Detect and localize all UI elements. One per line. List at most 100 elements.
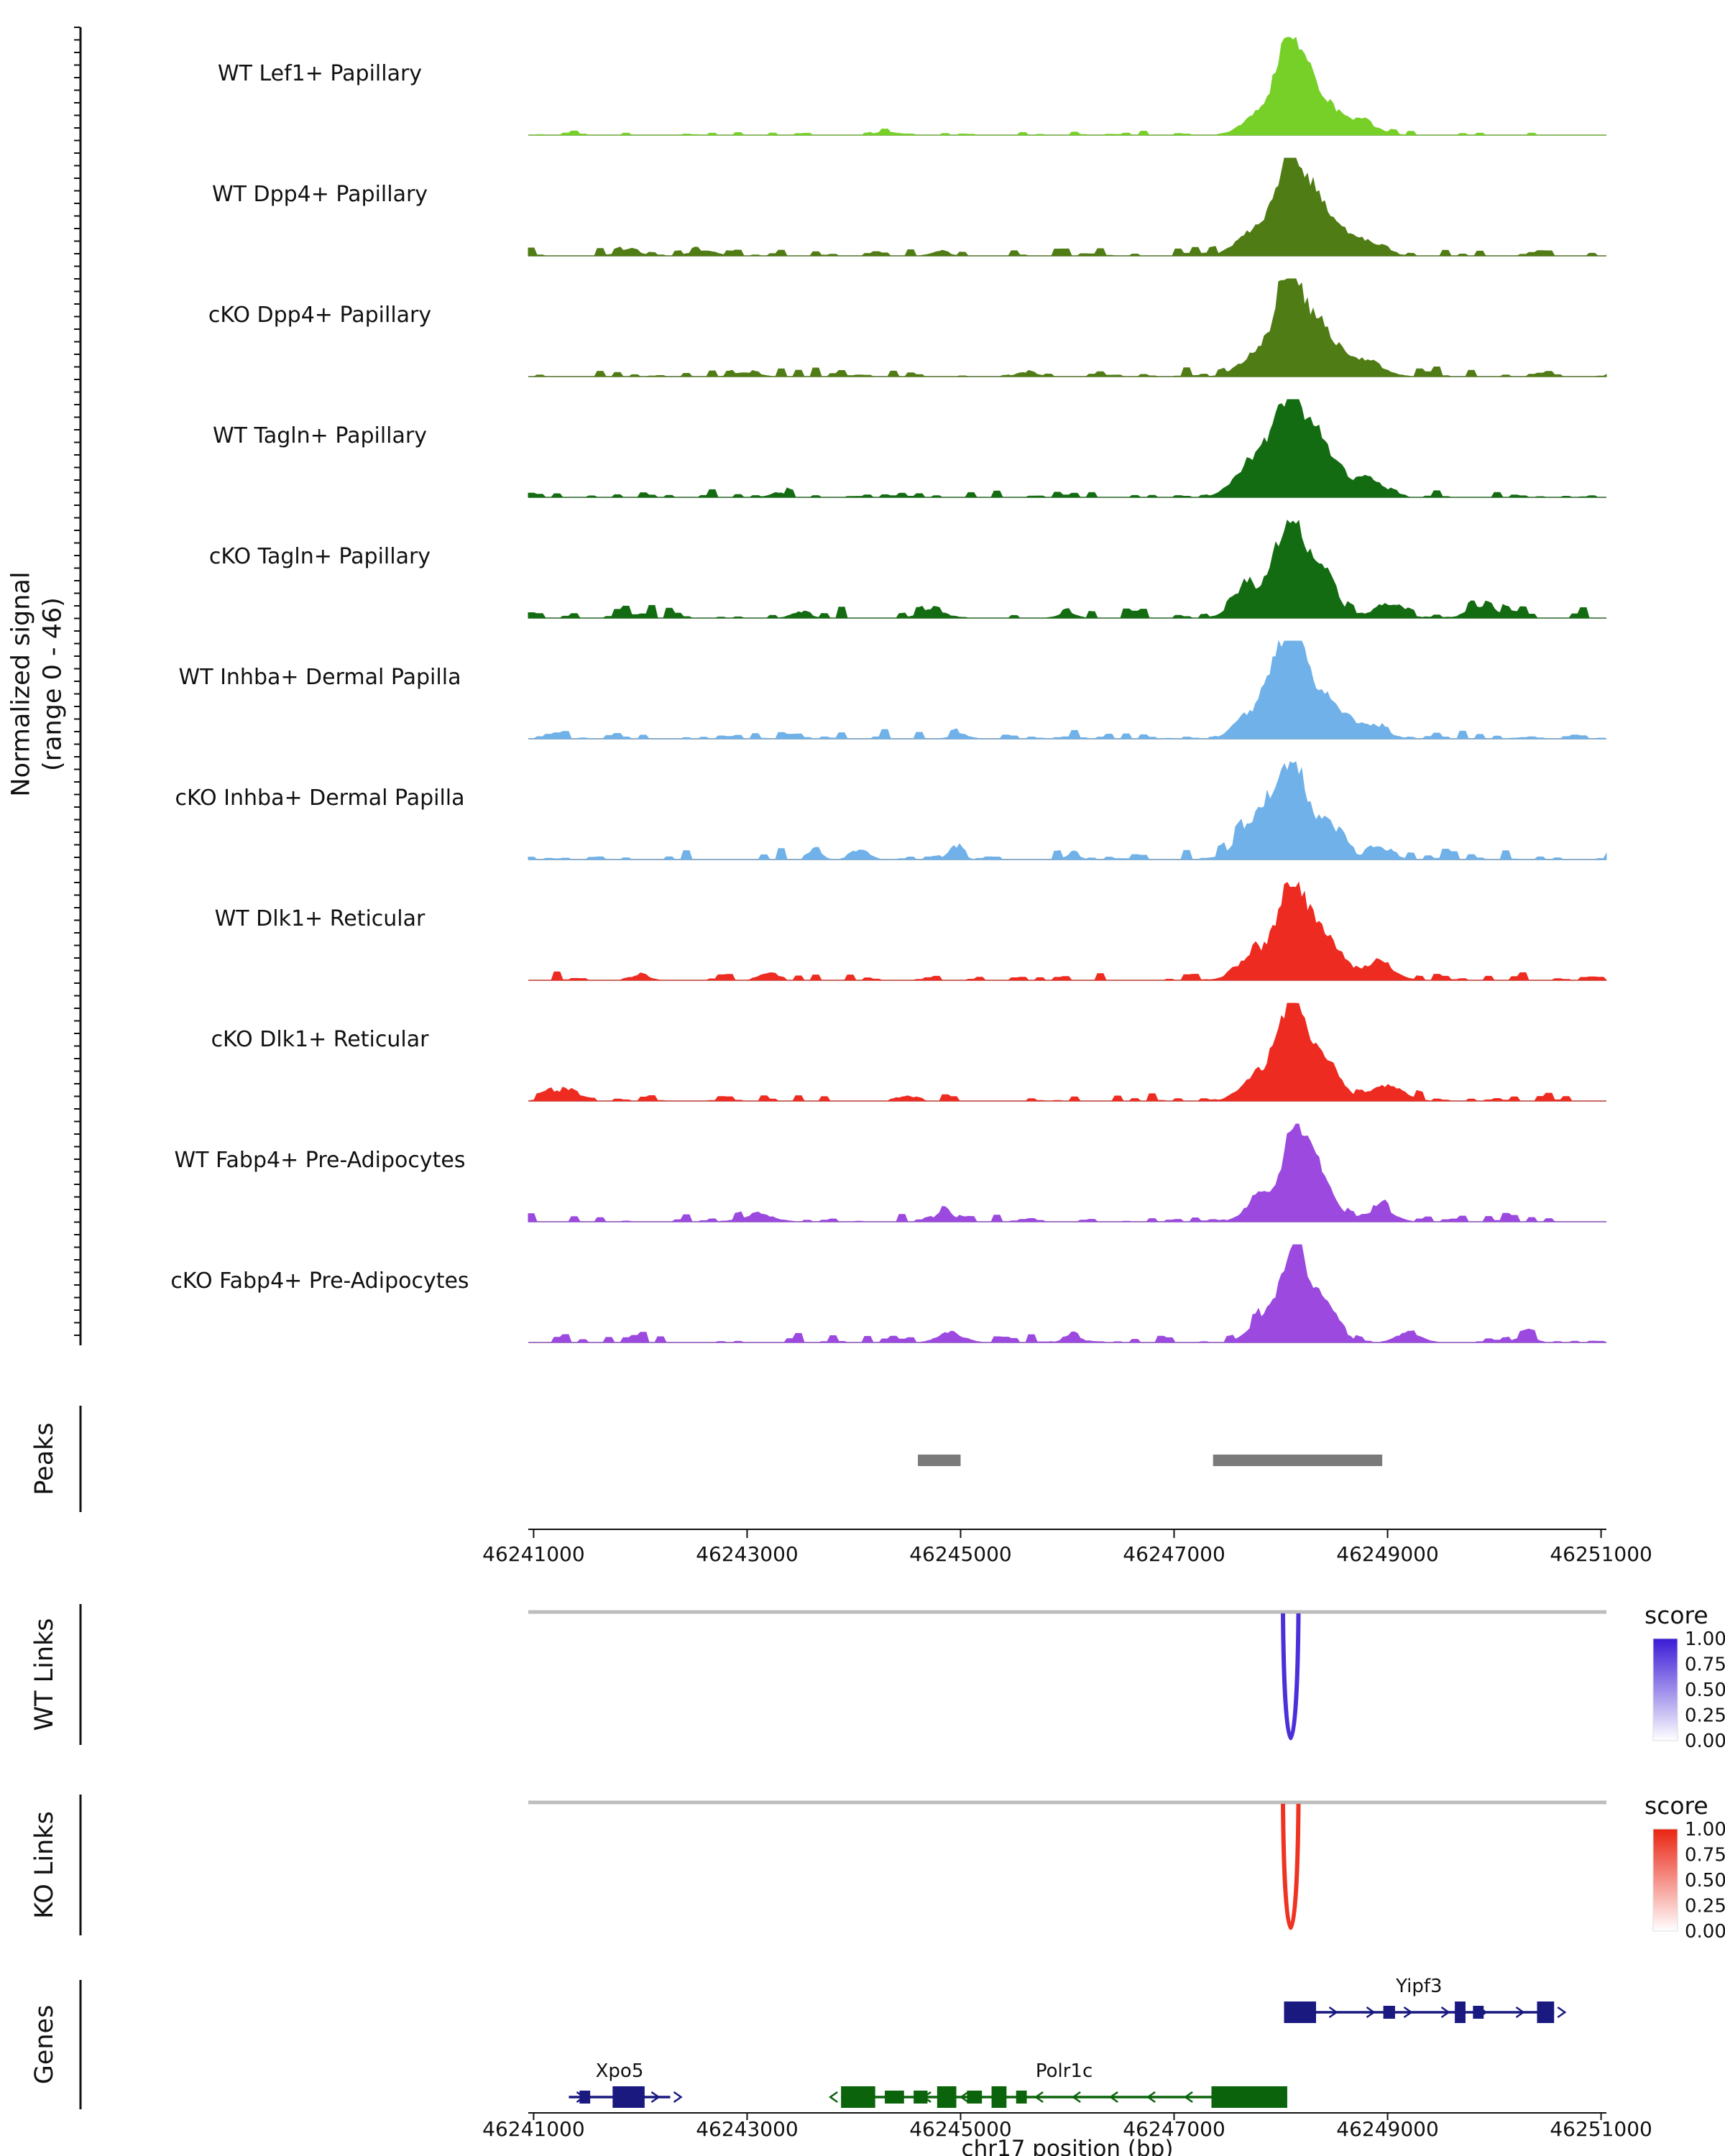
score-legend-tick-label: 0.25 (1685, 1896, 1725, 1917)
gene-exon (937, 2086, 957, 2108)
strand-arrow (673, 2091, 683, 2104)
axis-tick-label: 46243000 (696, 2117, 799, 2141)
score-legend-tick-label: 0.75 (1685, 1845, 1725, 1866)
axis-tick-label: 46245000 (909, 1542, 1012, 1566)
coaccessibility-link-arc (1281, 1803, 1301, 1930)
axis-tick-label: 46241000 (482, 1542, 585, 1566)
coverage-area (528, 761, 1607, 860)
axis-tick-label: 46251000 (1550, 1542, 1652, 1566)
gene-exon (1284, 2001, 1317, 2023)
axis-tick-label: 46247000 (1123, 1542, 1225, 1566)
gene-exon (841, 2086, 875, 2108)
coverage-area (528, 519, 1606, 619)
gene-exon (1473, 2006, 1484, 2019)
score-legend-tick-label: 0.75 (1685, 1654, 1725, 1676)
track-label: WT Tagln+ Papillary (213, 423, 427, 448)
track-label: cKO Dlk1+ Reticular (211, 1027, 430, 1052)
track-label: WT Lef1+ Papillary (218, 61, 422, 86)
genes-track: Xpo5 Polr1c Yipf3 (79, 1976, 1567, 2109)
coverage-area (528, 278, 1607, 377)
strand-arrow (650, 2091, 661, 2104)
track-label: cKO Fabp4+ Pre-Adipocytes (170, 1268, 469, 1294)
gene-exon (1537, 2001, 1555, 2023)
strand-arrow (1108, 2091, 1118, 2104)
strand-arrow (1328, 2006, 1338, 2019)
coverage-area (528, 37, 1606, 136)
gene-model-polr1c: Polr1c (828, 2060, 1287, 2108)
section-label-wt-links: WT Links (30, 1618, 59, 1731)
axis-tick-label: 46249000 (1336, 1542, 1439, 1566)
gene-exon (914, 2091, 928, 2104)
track-label: cKO Dpp4+ Papillary (208, 303, 431, 328)
y-axis-title-line1: Normalized signal (6, 571, 36, 797)
peak-interval (1213, 1455, 1383, 1466)
gene-model-yipf3: Yipf3 (1284, 1976, 1567, 2023)
strand-arrow (1366, 2006, 1376, 2019)
coverage-area (528, 640, 1607, 740)
axis-tick-label: 46245000 (909, 2117, 1012, 2141)
gene-exon (1016, 2091, 1027, 2104)
gene-name-label: Polr1c (1036, 2060, 1092, 2082)
track-label: WT Fabp4+ Pre-Adipocytes (175, 1148, 466, 1173)
x-axis-top: 46241000 46243000 46245000 46247000 46249000… (482, 1529, 1652, 1566)
gene-model-xpo5: Xpo5 (569, 2060, 683, 2108)
axis-tick-label: 46249000 (1336, 2117, 1439, 2141)
links-section: 1.00 0.75 0.50 0.25 0.00 (79, 1795, 1725, 1943)
axis-tick-label: 46243000 (696, 1542, 799, 1566)
gene-exon (1383, 2006, 1395, 2019)
strand-arrow (1034, 2091, 1044, 2104)
gene-exon (1211, 2086, 1287, 2108)
track-label: cKO Tagln+ Papillary (209, 544, 431, 569)
strand-arrow (1071, 2091, 1081, 2104)
y-axis-title-line2: (range 0 - 46) (38, 597, 67, 771)
coaccessibility-link-arc (1281, 1613, 1301, 1741)
links-section: 1.00 0.75 0.50 0.25 0.00 (79, 1604, 1725, 1752)
gene-exon (579, 2091, 591, 2104)
score-legend-gradient (1652, 1828, 1678, 1932)
coverage-area (528, 1244, 1607, 1343)
section-label-ko-links: KO Links (30, 1811, 59, 1919)
score-legend-gradient (1652, 1638, 1678, 1741)
score-legend-tick-label: 0.50 (1685, 1680, 1725, 1701)
track-label: WT Dpp4+ Papillary (212, 182, 428, 207)
x-axis-bottom: 46241000 46243000 46245000 46247000 46249000… (482, 2112, 1652, 2141)
gene-exon (885, 2091, 904, 2104)
coverage-area (528, 399, 1606, 498)
section-label-genes: Genes (30, 2004, 59, 2085)
gene-exon (991, 2086, 1007, 2108)
score-legend-tick-label: 0.00 (1685, 1921, 1725, 1943)
axis-tick-label: 46247000 (1123, 2117, 1225, 2141)
strand-arrow (1557, 2006, 1567, 2019)
gene-name-label: Yipf3 (1395, 1976, 1442, 1997)
axis-tick-label: 46241000 (482, 2117, 585, 2141)
gene-exon (612, 2086, 645, 2108)
score-legend-tick-label: 0.25 (1685, 1705, 1725, 1727)
track-label: WT Inhba+ Dermal Papilla (179, 665, 461, 690)
gene-exon (1455, 2001, 1466, 2023)
gene-exon (967, 2091, 983, 2104)
strand-arrow (1515, 2006, 1525, 2019)
coverage-area (528, 1003, 1606, 1102)
ko-links-legend-title: score (1644, 1792, 1708, 1820)
section-label-peaks: Peaks (30, 1422, 59, 1496)
score-legend-tick-label: 0.50 (1685, 1870, 1725, 1892)
wt-links-legend-title: score (1644, 1601, 1708, 1629)
score-legend-tick-label: 1.00 (1685, 1819, 1725, 1841)
track-label: WT Dlk1+ Reticular (215, 906, 426, 931)
strand-arrow (959, 2091, 969, 2104)
strand-arrow (1403, 2006, 1413, 2019)
gene-name-label: Xpo5 (596, 2060, 644, 2082)
peak-interval (918, 1455, 961, 1466)
peaks-track (79, 1406, 1383, 1512)
axis-tick-label: 46251000 (1550, 2117, 1652, 2141)
track-label: cKO Inhba+ Dermal Papilla (175, 786, 464, 811)
coverage-area (528, 1123, 1606, 1222)
strand-arrow (828, 2091, 838, 2104)
strand-arrow (1183, 2091, 1193, 2104)
coverage-area (528, 881, 1608, 981)
coverage-area (528, 157, 1606, 257)
coverage-tracks: WT Lef1+ Papillary WT Dpp4+ Papillary cKO … (74, 27, 1608, 1345)
strand-arrow (1440, 2006, 1450, 2019)
